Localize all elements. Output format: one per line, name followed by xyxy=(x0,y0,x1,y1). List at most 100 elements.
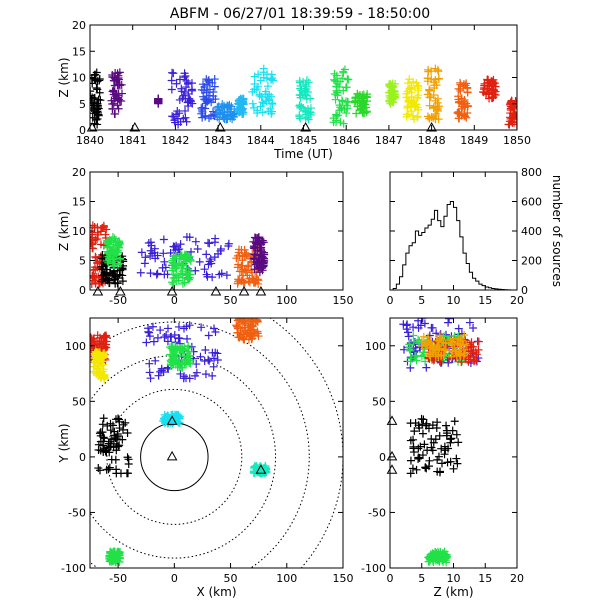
source-point xyxy=(94,95,103,104)
source-point xyxy=(118,435,127,444)
source-point xyxy=(411,103,420,112)
x-tick-label: 0 xyxy=(387,572,394,585)
source-point xyxy=(115,424,124,433)
source-point xyxy=(426,550,435,559)
source-point xyxy=(200,265,209,274)
source-point xyxy=(452,454,461,463)
source-point xyxy=(434,67,443,76)
source-point xyxy=(111,558,120,567)
source-point xyxy=(414,335,423,344)
source-point xyxy=(422,419,431,428)
source-point xyxy=(201,345,210,354)
source-point xyxy=(404,79,413,88)
source-point xyxy=(457,358,466,367)
source-point xyxy=(306,94,315,103)
source-point xyxy=(115,554,124,563)
source-point xyxy=(462,341,471,350)
source-point xyxy=(206,255,215,264)
source-cluster xyxy=(402,75,423,124)
source-point xyxy=(149,337,158,346)
x-tick-label: -50 xyxy=(109,294,127,307)
source-point xyxy=(252,258,261,267)
source-point xyxy=(423,90,432,99)
source-point xyxy=(111,272,120,281)
source-point xyxy=(234,275,243,284)
source-point xyxy=(238,318,247,324)
source-point xyxy=(114,414,123,423)
source-point xyxy=(215,106,224,115)
source-point xyxy=(357,101,366,110)
y-tick-label: 0 xyxy=(79,284,86,297)
source-point xyxy=(224,102,233,111)
source-point xyxy=(296,81,305,90)
source-point xyxy=(409,448,418,457)
source-point xyxy=(268,99,277,108)
source-point xyxy=(146,374,155,383)
source-point xyxy=(433,455,442,464)
source-point xyxy=(236,320,245,329)
x-tick-label: 1847 xyxy=(375,134,403,147)
source-point xyxy=(243,271,252,280)
station-marker xyxy=(426,121,437,132)
source-point xyxy=(185,321,194,330)
source-point xyxy=(436,553,445,562)
source-point xyxy=(167,76,176,85)
source-point xyxy=(302,110,311,119)
source-point xyxy=(465,355,474,364)
range-ring xyxy=(90,321,310,568)
source-point xyxy=(443,458,452,467)
x-tick-label: 20 xyxy=(510,572,524,585)
source-point xyxy=(109,550,118,559)
source-point xyxy=(90,233,97,242)
source-point xyxy=(416,442,425,451)
source-point xyxy=(406,346,415,355)
source-point xyxy=(248,99,257,108)
plot-area xyxy=(90,318,343,568)
source-point xyxy=(265,90,274,99)
x-tick-label: 100 xyxy=(276,572,297,585)
source-point xyxy=(145,368,154,377)
y-tick-label: 20 xyxy=(72,166,86,179)
source-cluster xyxy=(168,250,195,289)
source-point xyxy=(431,96,440,105)
range-ring xyxy=(106,388,243,525)
source-point xyxy=(93,120,102,129)
source-point xyxy=(444,444,453,453)
station-marker xyxy=(386,464,398,474)
y-tick-label: 50 xyxy=(372,395,386,408)
x-tick-label: 0 xyxy=(171,572,178,585)
source-point xyxy=(204,238,213,247)
source-point xyxy=(412,356,421,365)
source-point xyxy=(480,83,489,92)
source-point xyxy=(181,94,190,103)
source-point xyxy=(444,318,453,327)
source-point xyxy=(489,78,498,87)
source-cluster xyxy=(212,100,239,124)
source-point xyxy=(258,108,267,117)
source-point xyxy=(165,343,174,352)
source-point xyxy=(267,70,276,79)
source-point xyxy=(243,252,252,261)
source-point xyxy=(258,98,267,107)
source-point xyxy=(342,83,351,92)
source-point xyxy=(505,120,514,129)
source-cluster xyxy=(406,414,463,478)
source-point xyxy=(422,363,431,372)
source-point xyxy=(247,329,256,338)
source-point xyxy=(95,466,104,475)
source-point xyxy=(406,469,415,478)
source-point xyxy=(192,368,201,377)
source-point xyxy=(209,362,218,371)
source-point xyxy=(456,350,465,359)
station-marker xyxy=(238,285,250,296)
x-tick-label: 100 xyxy=(276,294,297,307)
source-cluster xyxy=(94,414,133,478)
source-point xyxy=(159,235,168,244)
axes-frame xyxy=(89,317,344,569)
source-point xyxy=(399,320,408,329)
source-point xyxy=(142,338,151,347)
height-y-panel: 0 5 10 15 20 -100 -50 0 50 100 Z (km) xyxy=(361,317,524,599)
source-cluster xyxy=(479,75,500,103)
source-cluster xyxy=(350,89,372,118)
source-point xyxy=(452,430,461,439)
